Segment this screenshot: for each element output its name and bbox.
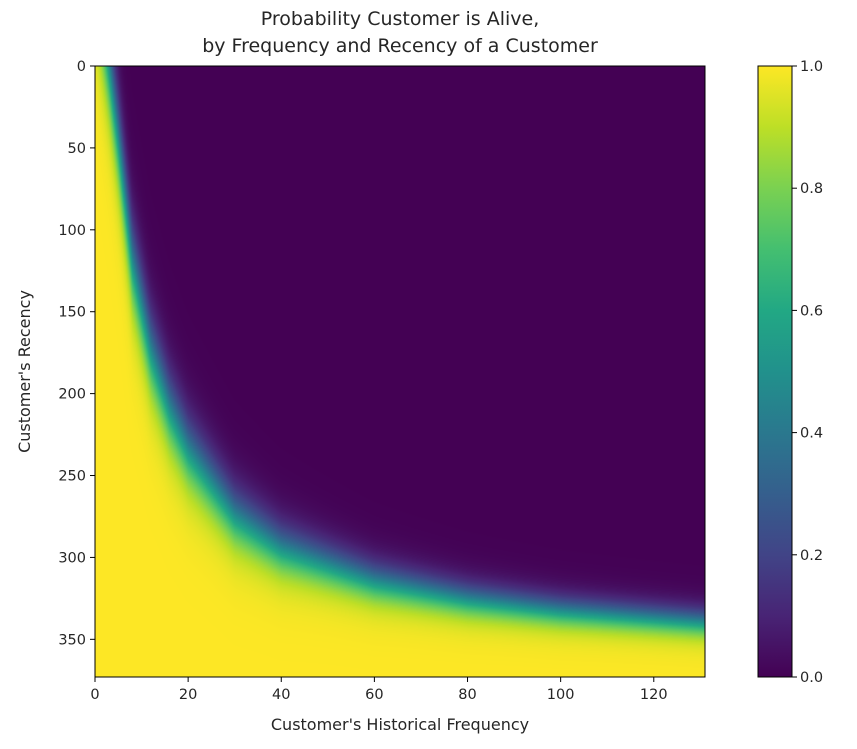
heatmap-plot-area (94, 65, 706, 678)
x-tick-label: 100 (547, 687, 575, 703)
y-axis-label: Customer's Recency (15, 290, 34, 453)
chart-title-line-2: by Frequency and Recency of a Customer (202, 35, 598, 57)
colorbar-tick-label: 0.0 (800, 670, 823, 686)
x-axis-label: Customer's Historical Frequency (271, 715, 529, 734)
y-tick-label: 0 (77, 59, 86, 75)
colorbar-tick-label: 1.0 (800, 59, 823, 75)
y-axis-ticks: 0 50 100 150 200 250 300 350 (58, 59, 95, 648)
x-tick-label: 80 (458, 687, 476, 703)
chart-title-line-1: Probability Customer is Alive, (261, 8, 540, 30)
colorbar-scale (757, 65, 793, 678)
colorbar-tick-label: 0.6 (800, 303, 823, 319)
y-tick-label: 300 (58, 550, 86, 566)
colorbar-tick-label: 0.2 (800, 548, 823, 564)
plot-frame (94, 65, 706, 678)
x-tick-label: 120 (640, 687, 668, 703)
y-tick-label: 350 (58, 632, 86, 648)
y-tick-label: 100 (58, 223, 86, 239)
colorbar-tick-label: 0.4 (800, 426, 823, 442)
x-tick-label: 20 (179, 687, 197, 703)
heatmap-image (95, 66, 705, 677)
colorbar-ticks: 0.0 0.2 0.4 0.6 0.8 1.0 (792, 59, 823, 686)
x-tick-label: 40 (272, 687, 290, 703)
chart-title: Probability Customer is Alive, by Freque… (202, 8, 598, 57)
colorbar: 0.0 0.2 0.4 0.6 0.8 1.0 (757, 59, 823, 686)
x-tick-label: 0 (90, 687, 99, 703)
y-tick-label: 250 (58, 469, 86, 485)
x-tick-label: 60 (365, 687, 383, 703)
colorbar-tick-label: 0.8 (800, 181, 823, 197)
y-tick-label: 200 (58, 387, 86, 403)
y-tick-label: 150 (58, 305, 86, 321)
y-tick-label: 50 (68, 141, 86, 157)
x-axis-ticks: 0 20 40 60 80 100 120 (90, 677, 668, 703)
